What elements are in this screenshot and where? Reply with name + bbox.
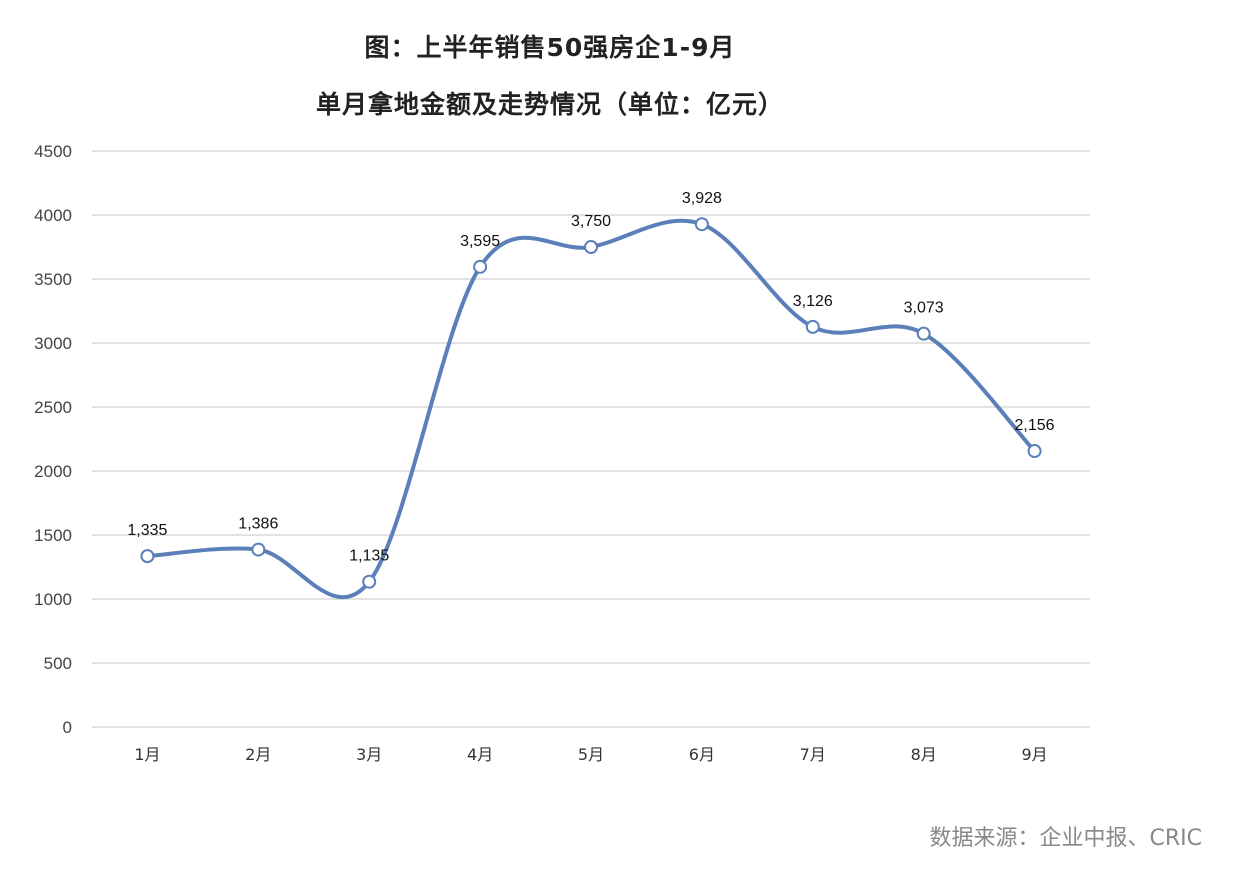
data-label: 2,156 <box>1015 417 1055 434</box>
data-label: 3,928 <box>682 190 722 207</box>
y-tick-label: 4000 <box>34 206 72 225</box>
data-labels: 1,335 1,386 1,135 3,595 3,750 3,928 3,126 3,073… <box>127 190 1054 565</box>
y-tick-label: 1000 <box>34 590 72 609</box>
y-tick-label: 1500 <box>34 526 72 545</box>
data-point-marker <box>916 326 931 341</box>
data-label: 1,386 <box>238 516 278 533</box>
data-point-marker <box>584 240 598 254</box>
series-line <box>145 218 1037 600</box>
x-tick-label: 5月 <box>578 745 604 764</box>
y-tick-label: 2500 <box>34 398 72 417</box>
data-label: 1,135 <box>349 548 389 565</box>
x-tick-label: 3月 <box>356 745 382 764</box>
data-label: 1,335 <box>127 522 167 539</box>
data-label: 3,073 <box>904 300 944 317</box>
data-label: 3,126 <box>793 293 833 310</box>
data-label: 3,595 <box>460 233 500 250</box>
y-tick-label: 500 <box>44 654 72 673</box>
chart-title-line-1: 图：上半年销售50强房企1-9月 <box>364 33 736 62</box>
data-label: 3,750 <box>571 213 611 230</box>
y-axis-ticks: 0 500 1000 1500 2000 2500 3000 3500 4000 4500 <box>34 142 72 737</box>
data-point-marker <box>805 319 820 334</box>
x-tick-label: 1月 <box>134 745 160 764</box>
y-tick-label: 2000 <box>34 462 72 481</box>
x-tick-label: 7月 <box>800 745 826 764</box>
x-tick-label: 9月 <box>1021 745 1047 764</box>
data-point-marker <box>140 549 155 564</box>
y-tick-label: 4500 <box>34 142 72 161</box>
x-tick-label: 6月 <box>689 745 715 764</box>
data-source-note: 数据来源：企业中报、CRIC <box>929 826 1203 851</box>
x-axis-ticks: 1月 2月 3月 4月 5月 6月 7月 8月 9月 <box>134 745 1047 764</box>
data-point-marker <box>362 574 377 589</box>
data-point-marker <box>1027 444 1042 459</box>
y-tick-label: 0 <box>63 718 72 737</box>
data-point-marker <box>251 542 266 557</box>
data-point-marker <box>473 259 488 274</box>
y-tick-label: 3000 <box>34 334 72 353</box>
x-tick-label: 4月 <box>467 745 493 764</box>
data-markers <box>140 217 1042 589</box>
y-tick-label: 3500 <box>34 270 72 289</box>
gridlines <box>92 150 1090 728</box>
x-tick-label: 2月 <box>245 745 271 764</box>
chart-title-line-2: 单月拿地金额及走势情况（单位：亿元） <box>315 90 784 119</box>
x-tick-label: 8月 <box>911 745 937 764</box>
data-point-marker <box>694 217 709 232</box>
